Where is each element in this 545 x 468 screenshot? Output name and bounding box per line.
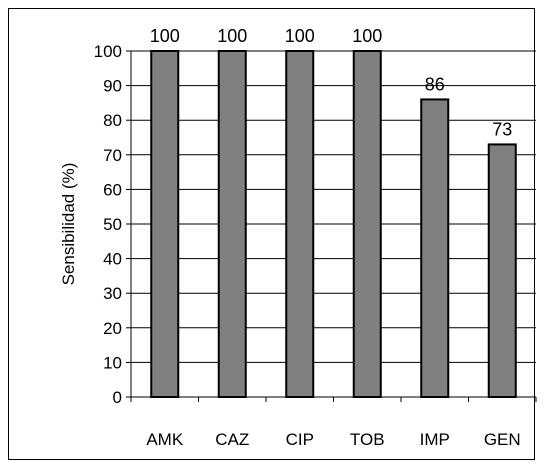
y-tick-label: 20 [103,319,122,338]
y-tick-label: 90 [103,77,122,96]
x-tick-label: IMP [420,430,450,449]
bar-cip [286,51,313,397]
x-axis: AMK CAZ CIP TOB IMP GEN [131,397,536,449]
bar-caz [219,51,246,397]
y-tick-label: 100 [94,42,122,61]
y-tick-label: 30 [103,284,122,303]
bar-gen [489,144,516,397]
x-tick-label: GEN [484,430,521,449]
bar-imp [421,99,448,397]
data-label-cip: 100 [285,26,315,46]
y-axis-label: Sensibilidad (%) [59,163,78,286]
data-labels: 100 100 100 100 86 73 [150,26,513,139]
y-tick-label: 70 [103,146,122,165]
y-tick-label: 10 [103,353,122,372]
y-tick-label: 40 [103,250,122,269]
x-tick-label: TOB [350,430,385,449]
y-tick-label: 0 [113,388,122,407]
data-label-imp: 86 [425,74,445,94]
data-label-amk: 100 [150,26,180,46]
x-tick-label: AMK [146,430,184,449]
bar-tob [354,51,381,397]
data-label-caz: 100 [217,26,247,46]
data-label-tob: 100 [352,26,382,46]
y-tick-label: 50 [103,215,122,234]
bar-amk [151,51,178,397]
data-label-gen: 73 [492,119,512,139]
gridlines [131,51,536,362]
x-tick-label: CAZ [215,430,249,449]
y-axis: 0 10 20 30 40 50 60 70 80 90 100 [94,42,131,407]
y-tick-label: 80 [103,111,122,130]
y-tick-label: 60 [103,180,122,199]
x-tick-label: CIP [286,430,314,449]
